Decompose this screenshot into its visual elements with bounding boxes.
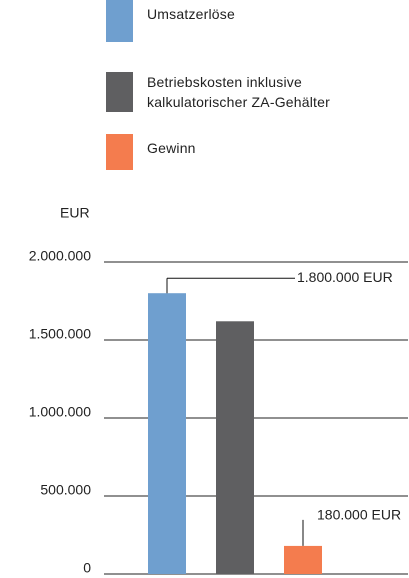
legend-swatch <box>106 72 133 112</box>
legend-swatch <box>106 0 133 42</box>
legend-label: Betriebskosten inklusive kalkulatorische… <box>147 74 330 110</box>
y-tick-label: 1.500.000 <box>29 326 91 342</box>
value-label: 1.800.000 EUR <box>297 269 393 285</box>
y-axis-label: EUR <box>60 205 90 221</box>
bar <box>216 321 254 574</box>
value-label: 180.000 EUR <box>317 507 401 523</box>
legend-label: Gewinn <box>147 140 196 156</box>
bar <box>148 293 186 574</box>
legend-label: Umsatzerlöse <box>147 6 235 22</box>
y-tick-label: 500.000 <box>40 482 91 498</box>
legend-item: Betriebskosten inklusive kalkulatorische… <box>106 72 392 112</box>
y-tick-label: 1.000.000 <box>29 404 91 420</box>
y-tick-label: 2.000.000 <box>29 248 91 264</box>
legend-item: Gewinn <box>106 134 392 170</box>
legend-swatch <box>106 134 133 170</box>
legend-item: Umsatzerlöse <box>106 0 392 42</box>
bar <box>284 545 322 574</box>
y-tick-label: 0 <box>83 560 91 576</box>
